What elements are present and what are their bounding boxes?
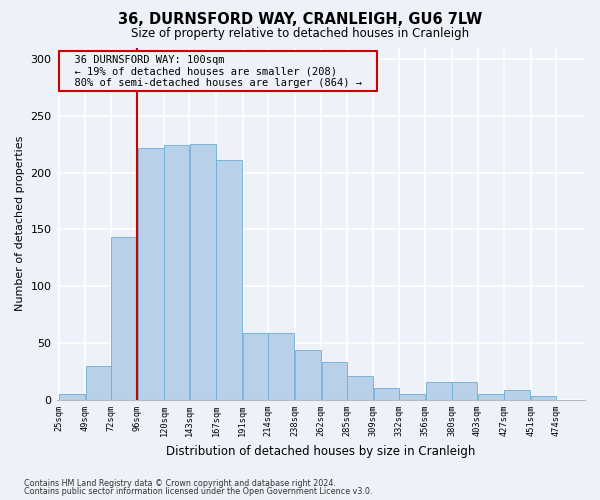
Bar <box>243 333 268 400</box>
Bar <box>374 388 398 400</box>
Bar <box>322 362 347 400</box>
Text: Contains public sector information licensed under the Open Government Licence v3: Contains public sector information licen… <box>24 487 373 496</box>
Text: Contains HM Land Registry data © Crown copyright and database right 2024.: Contains HM Land Registry data © Crown c… <box>24 478 336 488</box>
X-axis label: Distribution of detached houses by size in Cranleigh: Distribution of detached houses by size … <box>166 444 475 458</box>
Bar <box>59 394 85 400</box>
Bar <box>478 394 504 400</box>
Bar <box>268 333 295 400</box>
Bar <box>137 148 164 400</box>
Bar <box>399 394 425 400</box>
Bar <box>347 376 373 400</box>
Text: 36 DURNSFORD WAY: 100sqm  
  ← 19% of detached houses are smaller (208)  
  80% : 36 DURNSFORD WAY: 100sqm ← 19% of detach… <box>62 54 374 88</box>
Bar <box>426 382 452 400</box>
Y-axis label: Number of detached properties: Number of detached properties <box>15 136 25 312</box>
Text: Size of property relative to detached houses in Cranleigh: Size of property relative to detached ho… <box>131 28 469 40</box>
Bar <box>452 382 477 400</box>
Text: 36, DURNSFORD WAY, CRANLEIGH, GU6 7LW: 36, DURNSFORD WAY, CRANLEIGH, GU6 7LW <box>118 12 482 28</box>
Bar <box>111 238 137 400</box>
Bar <box>217 160 242 400</box>
Bar <box>190 144 216 400</box>
Bar <box>86 366 110 400</box>
Bar <box>531 396 556 400</box>
Bar <box>295 350 321 400</box>
Bar <box>164 145 189 400</box>
Bar <box>505 390 530 400</box>
